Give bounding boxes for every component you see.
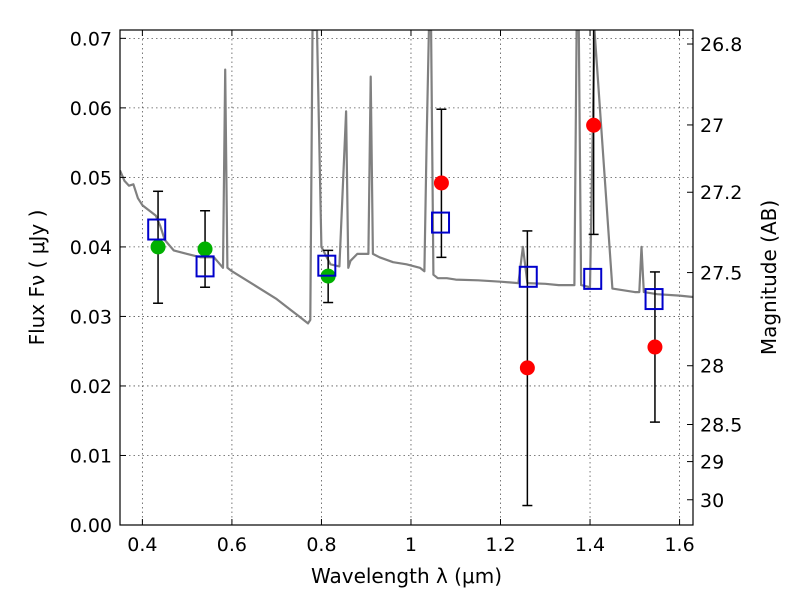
y2-tick-label: 28.5 [700,415,742,437]
y2-tick-label: 29 [700,452,724,474]
model-spectrum [120,30,693,325]
x-tick-label: 0.4 [127,534,157,556]
y-tick-label: 0.07 [70,28,112,50]
data-point [150,239,166,255]
data-markers [147,117,664,376]
spectrum-line [120,30,693,325]
model-photometry-point [195,255,215,278]
ticks: 0.4 0.6 0.8 1 1.2 1.4 1.6 0.00 0.01 0.02 0.03 0.04 0… [70,28,743,556]
x-tick-label: 1 [405,534,417,556]
model-photometry-point [583,267,603,290]
y2-tick-label: 26.8 [700,34,742,56]
x-tick-label: 0.8 [306,534,336,556]
model-photometry-point [518,265,538,288]
y-tick-label: 0.04 [70,237,112,259]
model-photometry-point [644,288,664,311]
data-point [586,117,602,133]
y-tick-label: 0.03 [70,306,112,328]
data-point [197,241,213,257]
y2-tick-label: 27.2 [700,182,742,204]
model-photometry-point [147,218,167,241]
data-point [647,339,663,355]
data-point [519,360,535,376]
x-tick-label: 1.2 [485,534,515,556]
y2-tick-label: 28 [700,356,724,378]
y-tick-label: 0.02 [70,376,112,398]
grid [120,30,693,526]
model-photometry-point [317,254,337,277]
y-tick-label: 0.00 [70,515,112,537]
plot-frame [119,29,694,526]
x-tick-label: 1.4 [575,534,605,556]
x-tick-label: 0.6 [217,534,247,556]
data-point [433,175,449,191]
y-axis-label: Flux Fν ( μJy ) [25,210,49,346]
y2-tick-label: 30 [700,490,724,512]
model-photometry-point [431,211,451,234]
y2-tick-label: 27.5 [700,263,742,285]
x-tick-label: 1.6 [664,534,694,556]
y-tick-label: 0.05 [70,167,112,189]
x-axis-label: Wavelength λ (μm) [311,564,502,588]
y-tick-label: 0.01 [70,445,112,467]
y2-axis-label: Magnitude (AB) [757,200,781,355]
y-tick-label: 0.06 [70,98,112,120]
y2-tick-label: 27 [700,115,724,137]
